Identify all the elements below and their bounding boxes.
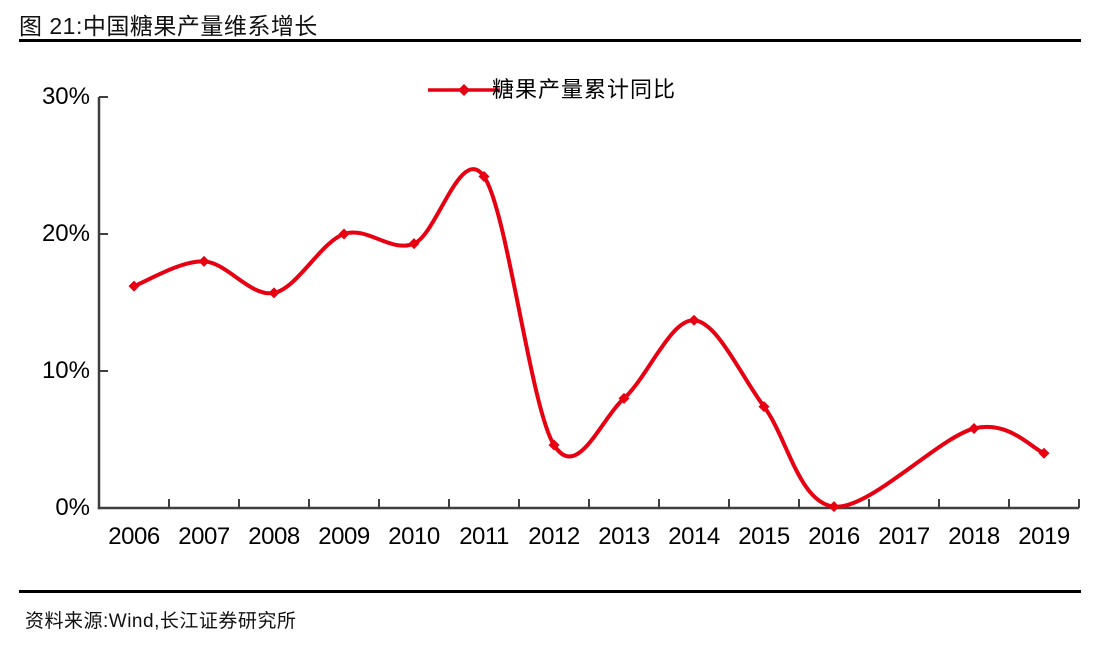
data-point-marker (478, 171, 490, 182)
x-tick-label: 2018 (948, 523, 1000, 550)
data-point-marker (198, 255, 210, 267)
data-point-marker (1038, 447, 1050, 459)
x-tick-label: 2016 (808, 523, 860, 550)
x-tick-label: 2013 (598, 523, 650, 550)
data-point-marker (828, 501, 840, 513)
x-tick-label: 2009 (318, 523, 370, 550)
figure-title: 图 21:中国糖果产量维系增长 (19, 13, 318, 39)
legend-label: 糖果产量累计同比 (492, 77, 677, 102)
x-tick-label: 2006 (108, 523, 160, 550)
data-point-marker (688, 314, 700, 326)
data-point-marker (128, 280, 140, 292)
data-point-marker (758, 401, 770, 413)
data-point-marker (618, 392, 630, 404)
y-tick-label: 10% (41, 357, 90, 384)
x-tick-label: 2010 (388, 523, 440, 550)
footer-divider (19, 590, 1081, 593)
x-tick-label: 2007 (178, 523, 230, 550)
title-underline (19, 39, 1081, 42)
y-tick-label: 30% (41, 83, 90, 110)
x-tick-label: 2017 (878, 523, 930, 550)
x-tick-label: 2011 (459, 523, 509, 550)
data-point-marker (968, 423, 980, 434)
data-point-marker (408, 238, 420, 250)
x-tick-label: 2015 (738, 523, 790, 550)
series-line (132, 167, 1046, 509)
y-tick-label: 20% (41, 220, 90, 247)
source-note: 资料来源:Wind,长江证券研究所 (25, 611, 297, 632)
data-point-marker (548, 439, 560, 451)
x-tick-label: 2019 (1018, 523, 1070, 550)
data-point-marker (338, 228, 350, 240)
legend-marker-icon (458, 84, 470, 96)
data-point-marker (268, 287, 280, 299)
y-tick-label: 0% (55, 494, 90, 521)
x-tick-label: 2008 (248, 523, 300, 550)
x-tick-label: 2014 (668, 523, 720, 550)
x-tick-label: 2012 (528, 523, 580, 550)
